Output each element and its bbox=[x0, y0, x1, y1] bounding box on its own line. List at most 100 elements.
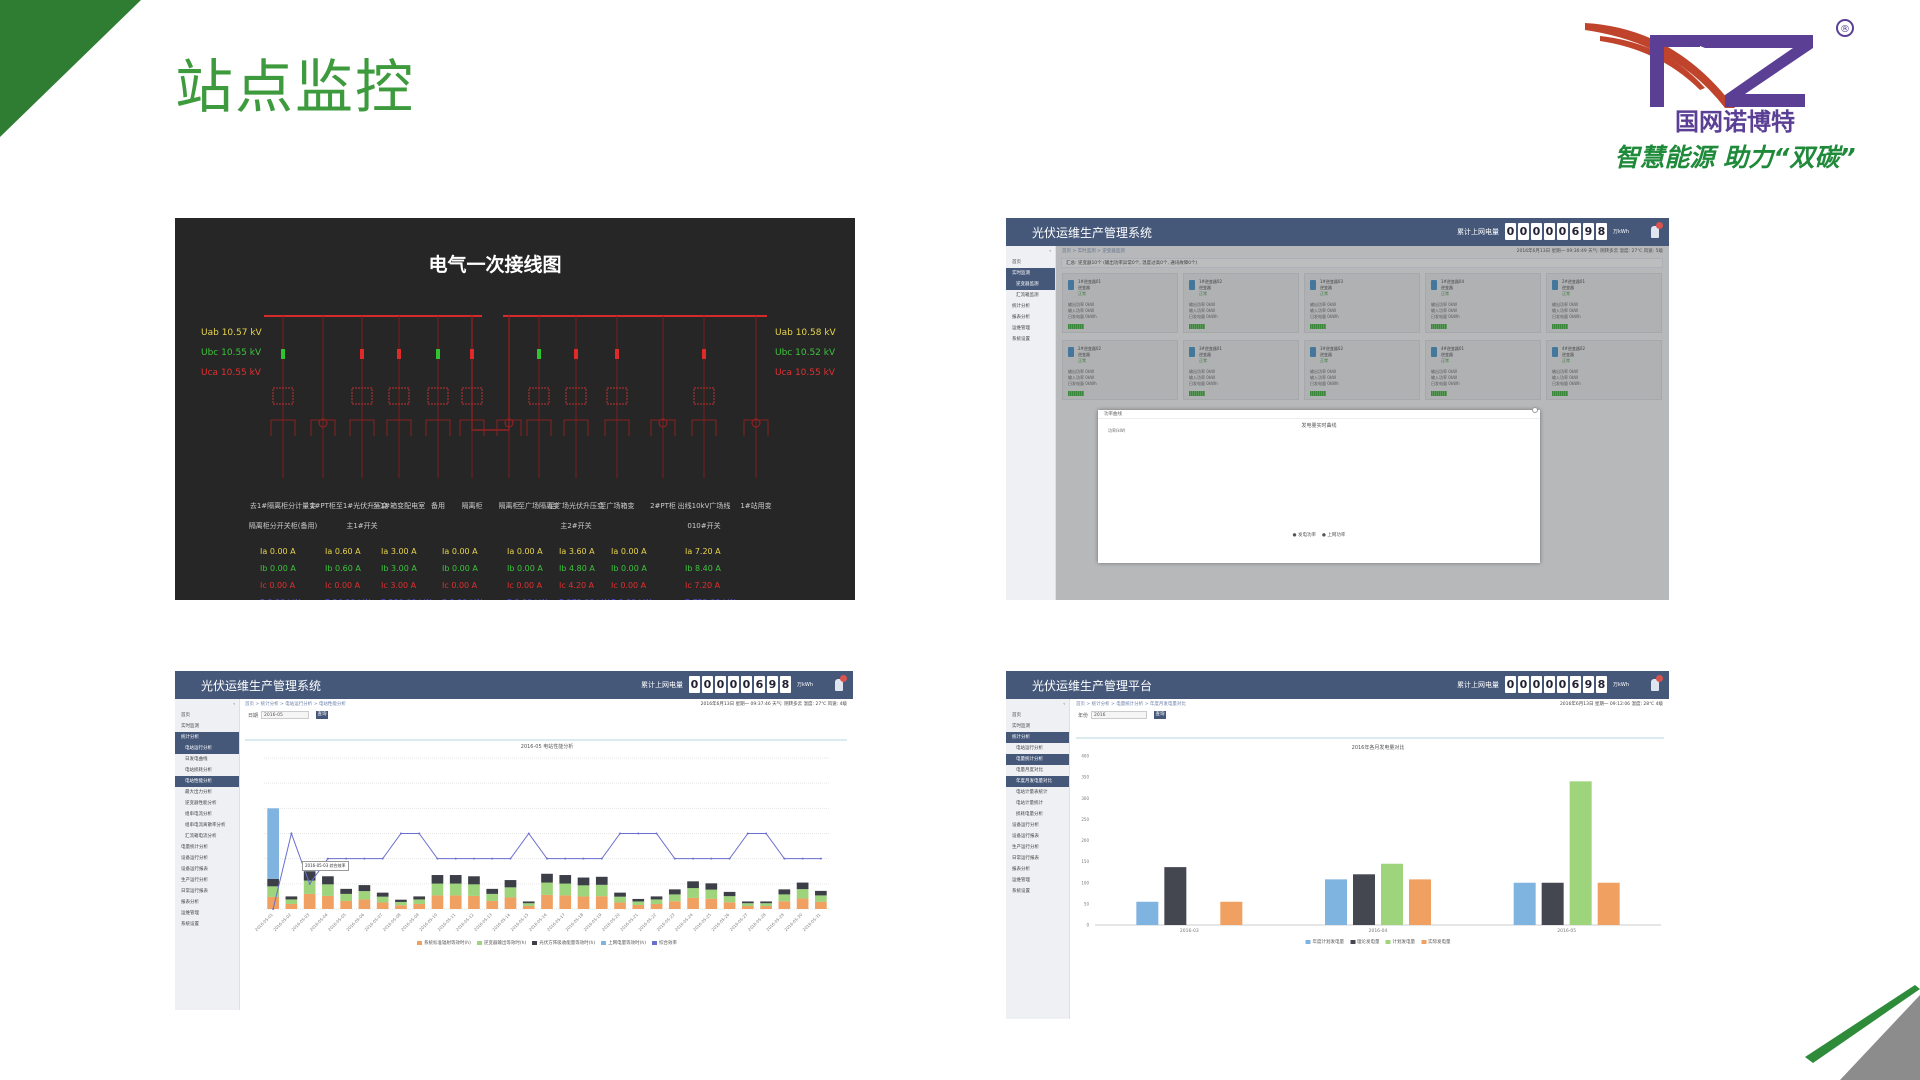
sidebar-item[interactable]: 统计分析 bbox=[1006, 732, 1069, 743]
bar[interactable] bbox=[1381, 863, 1403, 925]
inverter-card[interactable]: 3#逆变器02 逆变器 正常 输出功率 0kW 输入功率 0kW 日发电量 0kWh bbox=[1304, 340, 1420, 400]
line-point[interactable] bbox=[692, 857, 695, 860]
bar-segment[interactable] bbox=[322, 876, 334, 885]
line-point[interactable] bbox=[619, 832, 622, 835]
sidebar-item[interactable]: 实时监测 bbox=[181, 724, 199, 729]
bar-segment[interactable] bbox=[595, 876, 608, 885]
sidebar-item[interactable]: 年度月发电量对比 bbox=[1006, 776, 1069, 787]
line-point[interactable] bbox=[728, 857, 731, 860]
inverter-card[interactable]: 2#逆变器02 逆变器 正常 输出功率 0kW 输入功率 0kW 日发电量 0kWh bbox=[1062, 340, 1178, 400]
bar-segment[interactable] bbox=[687, 888, 699, 898]
line-point[interactable] bbox=[546, 857, 548, 860]
bar-segment[interactable] bbox=[632, 898, 645, 902]
bar-segment[interactable] bbox=[468, 884, 480, 896]
bar-segment[interactable] bbox=[358, 885, 371, 892]
sidebar-item[interactable]: 电站运行分析 bbox=[1016, 746, 1043, 751]
line-point[interactable] bbox=[637, 832, 640, 835]
sidebar-item[interactable]: 运维管理 bbox=[181, 911, 199, 916]
sidebar-item[interactable]: 报表分析 bbox=[181, 900, 199, 905]
bar[interactable] bbox=[1164, 867, 1187, 925]
breaker-closed[interactable] bbox=[537, 349, 541, 359]
bar-segment[interactable] bbox=[668, 894, 681, 902]
bar-segment[interactable] bbox=[358, 899, 371, 909]
bar[interactable] bbox=[1409, 879, 1431, 925]
line-point[interactable] bbox=[491, 857, 494, 860]
legend-item[interactable]: 系统标准辐射等效时(h) bbox=[417, 940, 471, 946]
sidebar-item[interactable]: 电站损耗分析 bbox=[185, 768, 212, 773]
sidebar-item[interactable]: 首页 bbox=[1012, 260, 1021, 265]
bar-segment[interactable] bbox=[778, 901, 791, 909]
bar-segment[interactable] bbox=[796, 898, 809, 909]
sidebar-item[interactable]: 设备运行分析 bbox=[1012, 823, 1039, 828]
query-button[interactable]: 查询 bbox=[1154, 711, 1167, 719]
sidebar-item[interactable]: 统计分析 bbox=[1012, 304, 1030, 309]
bar-segment[interactable] bbox=[267, 886, 279, 897]
bar-segment[interactable] bbox=[668, 889, 681, 895]
bar-segment[interactable] bbox=[541, 894, 553, 909]
inverter-card[interactable]: 1#逆变器03 逆变器 正常 输出功率 0kW 输入功率 0kW 日发电量 0kWh bbox=[1304, 273, 1420, 333]
bar-segment[interactable] bbox=[559, 883, 572, 896]
bar-segment[interactable] bbox=[778, 894, 791, 902]
bar-segment[interactable] bbox=[595, 896, 608, 909]
bar-segment[interactable] bbox=[577, 877, 590, 886]
bar-segment[interactable] bbox=[395, 905, 407, 909]
bar[interactable] bbox=[1541, 882, 1564, 925]
bar-segment[interactable] bbox=[468, 895, 480, 909]
sidebar-item[interactable]: 电站性能分析 bbox=[175, 776, 239, 787]
bar-segment[interactable] bbox=[413, 903, 426, 909]
sidebar-item[interactable]: 生产运行分析 bbox=[1012, 845, 1039, 850]
sidebar-item[interactable]: 日发电曲线 bbox=[185, 757, 208, 762]
legend-item[interactable]: 年度计划发电量 bbox=[1305, 939, 1344, 945]
sidebar-item[interactable]: 实时监测 bbox=[1006, 268, 1055, 279]
bar-segment[interactable] bbox=[705, 889, 718, 899]
line-point[interactable] bbox=[710, 857, 713, 860]
bar-segment[interactable] bbox=[285, 903, 298, 909]
bar-segment[interactable] bbox=[449, 895, 462, 909]
close-icon[interactable] bbox=[1532, 407, 1538, 413]
bar-segment[interactable] bbox=[705, 883, 718, 890]
notification-bell-icon[interactable] bbox=[1651, 675, 1663, 691]
bar-segment[interactable] bbox=[303, 880, 316, 894]
sidebar-item[interactable]: 系统设置 bbox=[1012, 337, 1030, 342]
breaker-closed[interactable] bbox=[281, 349, 285, 359]
line-point[interactable] bbox=[363, 857, 366, 860]
line-point[interactable] bbox=[472, 857, 475, 860]
line-point[interactable] bbox=[746, 832, 749, 835]
sidebar-item[interactable]: 生产运行分析 bbox=[181, 878, 208, 883]
bar-segment[interactable] bbox=[614, 902, 626, 909]
bar-segment[interactable] bbox=[595, 884, 608, 897]
line-point[interactable] bbox=[454, 857, 457, 860]
line-point[interactable] bbox=[564, 857, 567, 860]
sidebar-item[interactable]: 运维管理 bbox=[1012, 326, 1030, 331]
bar[interactable] bbox=[1353, 874, 1375, 925]
sidebar-item[interactable]: 日常运行报表 bbox=[181, 889, 208, 894]
bar-segment[interactable] bbox=[522, 903, 535, 906]
sidebar-item[interactable]: 统计分析 bbox=[175, 732, 239, 743]
legend-item[interactable]: 实际发电量 bbox=[1421, 939, 1451, 945]
legend-item[interactable]: 理论发电量 bbox=[1350, 939, 1380, 945]
bar-segment[interactable] bbox=[267, 878, 279, 887]
bar-segment[interactable] bbox=[486, 893, 499, 901]
bar-segment[interactable] bbox=[395, 899, 407, 902]
breaker-open[interactable] bbox=[574, 349, 578, 359]
bar-segment[interactable] bbox=[504, 887, 517, 898]
bar-segment[interactable] bbox=[577, 885, 590, 897]
bar-segment[interactable] bbox=[303, 871, 316, 881]
bar-segment[interactable] bbox=[468, 876, 480, 885]
bar-segment[interactable] bbox=[504, 880, 517, 888]
sidebar-collapse-button[interactable]: ‹ bbox=[1049, 249, 1051, 254]
sidebar-item[interactable]: 电站运行分析 bbox=[175, 743, 239, 754]
sidebar-item[interactable]: 电站计量表统计 bbox=[1016, 790, 1048, 795]
bar[interactable] bbox=[1220, 901, 1243, 925]
inverter-card[interactable]: 3#逆变器01 逆变器 正常 输出功率 0kW 输入功率 0kW 日发电量 0kWh bbox=[1183, 340, 1299, 400]
sidebar-collapse-button[interactable]: ‹ bbox=[1063, 702, 1065, 707]
legend-item[interactable]: 逆变器输出等效时(h) bbox=[476, 940, 526, 946]
line-point[interactable] bbox=[399, 832, 402, 835]
breaker-open[interactable] bbox=[702, 349, 706, 359]
sidebar-collapse-button[interactable]: ‹ bbox=[233, 702, 235, 707]
bar-segment[interactable] bbox=[796, 882, 809, 890]
bar-segment[interactable] bbox=[522, 901, 535, 904]
bar-segment[interactable] bbox=[723, 896, 736, 903]
bar-segment[interactable] bbox=[541, 873, 553, 883]
breaker-closed[interactable] bbox=[436, 349, 440, 359]
